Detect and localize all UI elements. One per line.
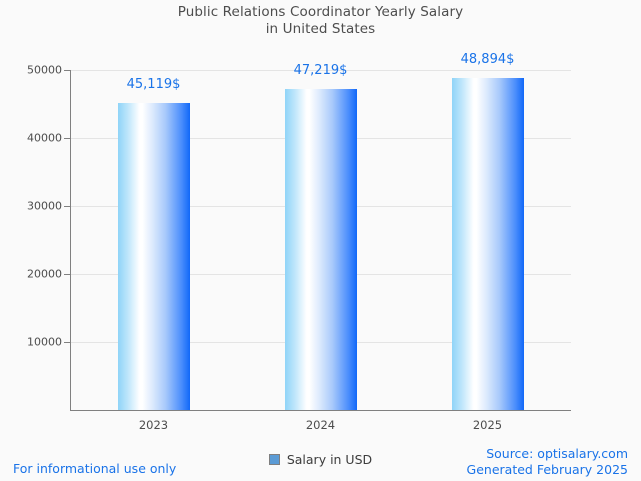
y-axis-tick-label: 30000 — [27, 199, 62, 213]
y-axis-tick-label: 50000 — [27, 63, 62, 77]
bar-2025[interactable] — [451, 77, 524, 410]
source-block: Source: optisalary.com Generated Februar… — [467, 446, 628, 478]
legend-label-salary-in-usd: Salary in USD — [286, 452, 373, 467]
y-axis-tick-mark — [64, 138, 70, 139]
y-axis-tick-mark — [64, 70, 70, 71]
bar-2023[interactable] — [117, 103, 190, 410]
x-axis-tick-label-2024: 2024 — [305, 418, 336, 432]
bar-value-label-2024: 47,219$ — [293, 62, 348, 78]
y-axis-line — [70, 70, 71, 411]
legend-swatch-salary-in-usd — [268, 454, 280, 465]
y-axis-tick-mark — [64, 342, 70, 343]
bar-value-label-2023: 45,119$ — [126, 77, 181, 93]
chart-title-line-1: Public Relations Coordinator Yearly Sala… — [177, 4, 464, 20]
bar-2024[interactable] — [284, 88, 357, 410]
chart-title-line-2: in United States — [265, 21, 376, 37]
legend: Salary in USD — [0, 452, 641, 467]
bar-value-label-2025: 48,894$ — [460, 51, 515, 67]
y-axis-tick-label: 20000 — [27, 267, 62, 281]
y-axis-tick-label: 40000 — [27, 131, 62, 145]
y-axis: 10000 20000 30000 40000 50000 — [0, 0, 62, 481]
gridline — [70, 70, 571, 71]
y-axis-tick-label: 10000 — [27, 335, 62, 349]
x-axis-tick-label-2023: 2023 — [138, 418, 169, 432]
x-axis-line — [70, 410, 571, 411]
chart-title: Public Relations Coordinator Yearly Sala… — [0, 4, 641, 38]
x-axis-tick-label-2025: 2025 — [472, 418, 503, 432]
generated-text: Generated February 2025 — [466, 462, 628, 477]
source-text: Source: optisalary.com — [486, 446, 628, 461]
y-axis-tick-mark — [64, 274, 70, 275]
disclaimer-text: For informational use only — [13, 461, 177, 476]
y-axis-tick-mark — [64, 206, 70, 207]
